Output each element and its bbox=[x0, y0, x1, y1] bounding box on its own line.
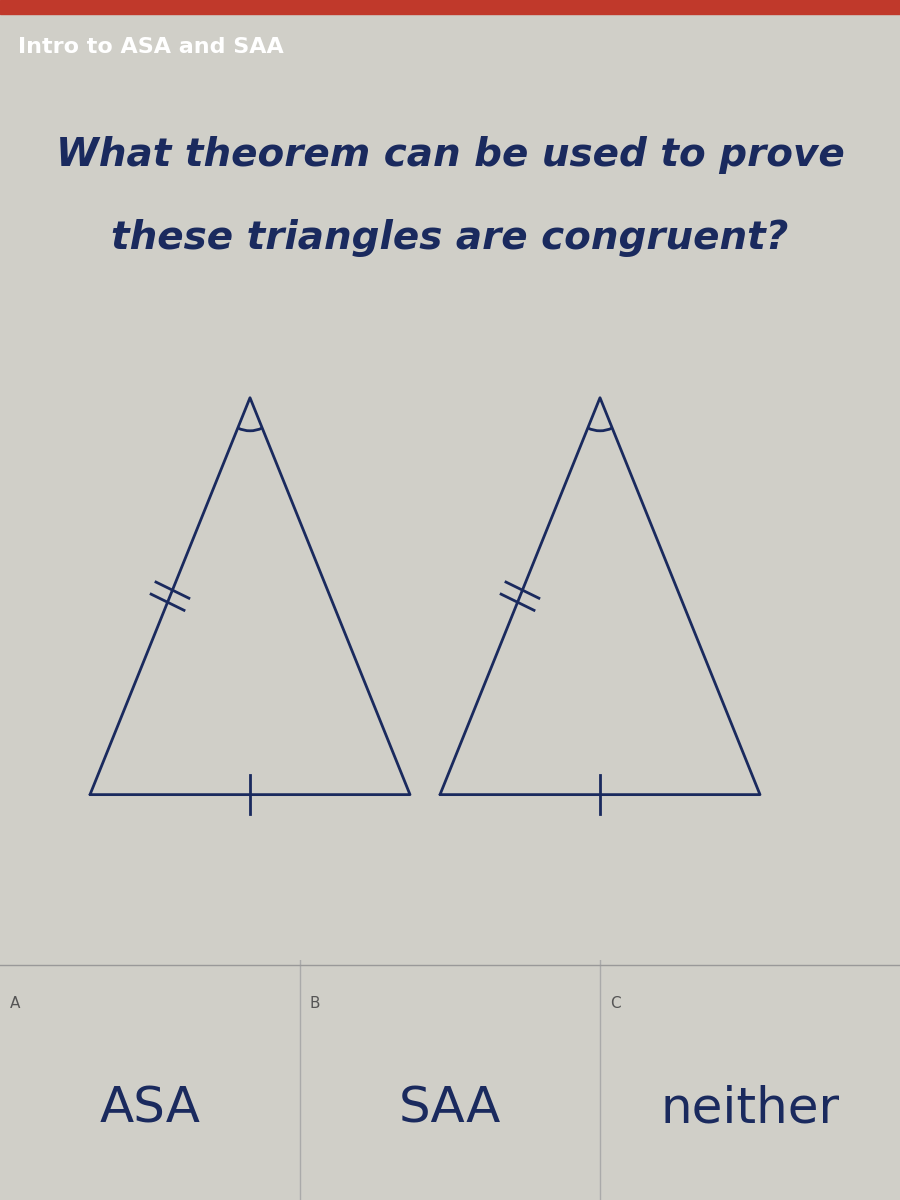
Text: What theorem can be used to prove: What theorem can be used to prove bbox=[56, 136, 844, 174]
Text: C: C bbox=[609, 996, 620, 1010]
Text: A: A bbox=[10, 996, 20, 1010]
Text: SAA: SAA bbox=[399, 1085, 501, 1133]
Text: ASA: ASA bbox=[100, 1085, 201, 1133]
Text: B: B bbox=[310, 996, 320, 1010]
Text: these triangles are congruent?: these triangles are congruent? bbox=[112, 218, 788, 257]
Text: Intro to ASA and SAA: Intro to ASA and SAA bbox=[18, 37, 284, 56]
Text: neither: neither bbox=[661, 1085, 840, 1133]
Bar bbox=[0, 0, 900, 14]
